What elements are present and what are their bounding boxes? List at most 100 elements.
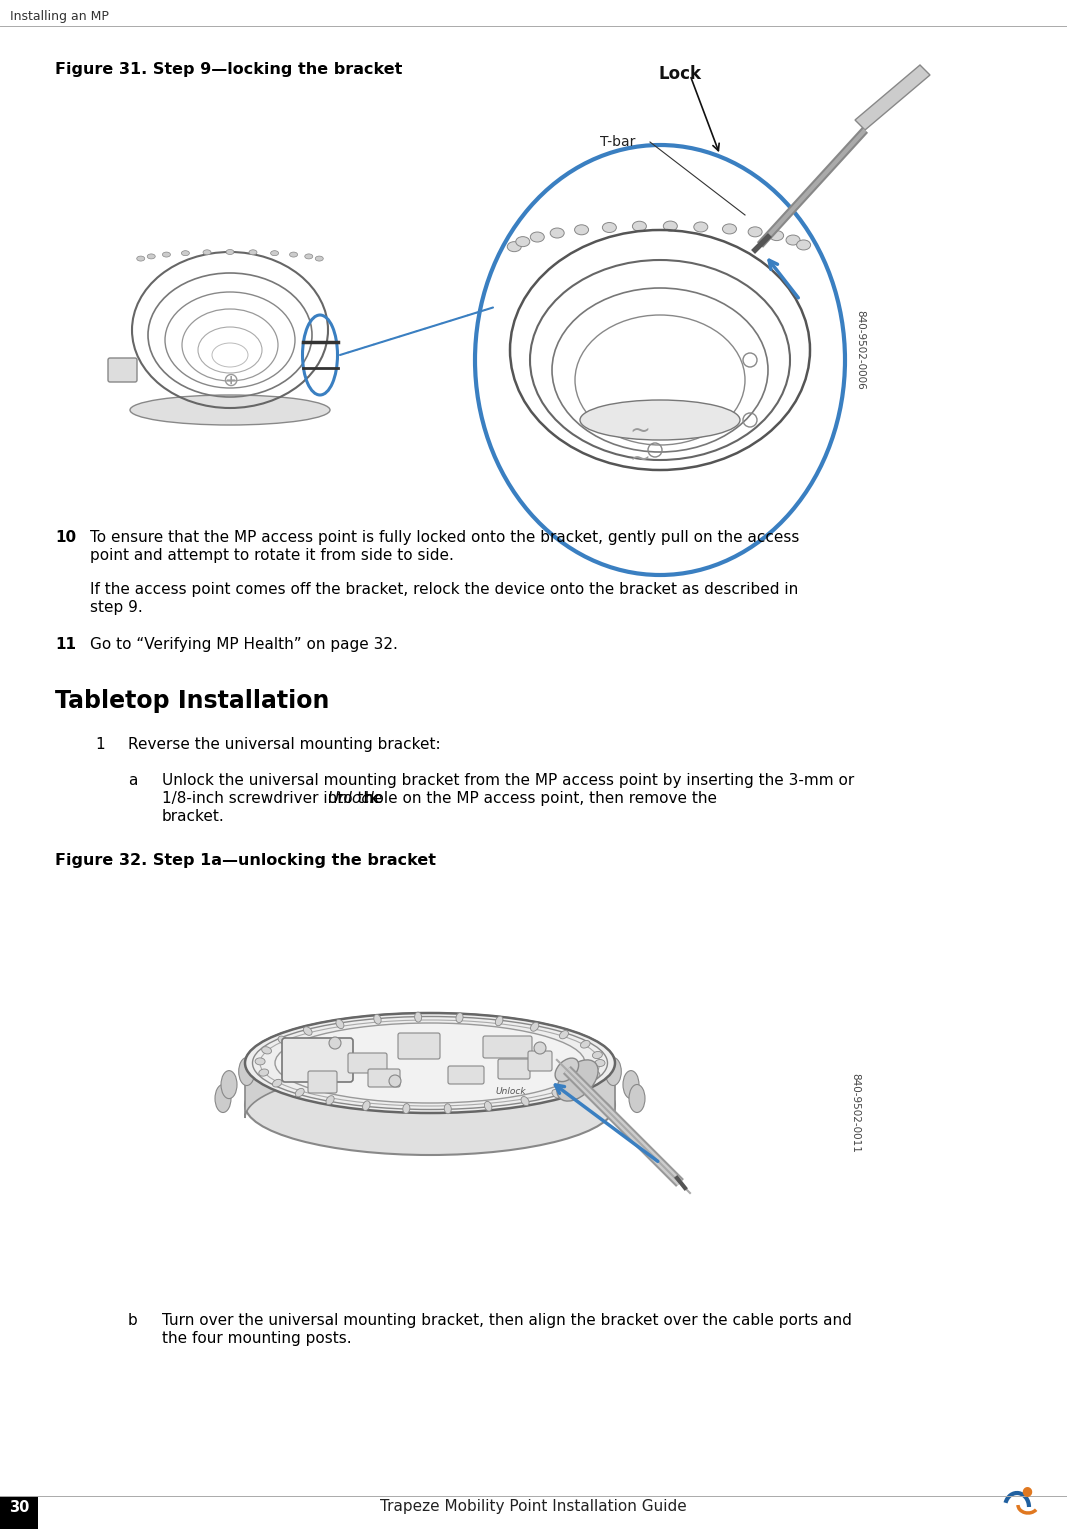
Ellipse shape bbox=[303, 1027, 312, 1035]
Ellipse shape bbox=[397, 1027, 413, 1055]
FancyBboxPatch shape bbox=[368, 1069, 400, 1087]
FancyBboxPatch shape bbox=[348, 1053, 387, 1073]
Ellipse shape bbox=[315, 255, 323, 261]
Ellipse shape bbox=[181, 251, 190, 255]
Ellipse shape bbox=[574, 225, 589, 235]
Text: bracket.: bracket. bbox=[162, 809, 225, 824]
Ellipse shape bbox=[786, 235, 800, 245]
Ellipse shape bbox=[336, 1020, 344, 1029]
Ellipse shape bbox=[748, 226, 762, 237]
Ellipse shape bbox=[540, 1037, 556, 1064]
Ellipse shape bbox=[203, 249, 211, 255]
Text: ●: ● bbox=[1021, 1485, 1033, 1497]
Ellipse shape bbox=[623, 1070, 639, 1099]
Text: b: b bbox=[128, 1313, 138, 1329]
Ellipse shape bbox=[592, 1052, 603, 1058]
Polygon shape bbox=[855, 66, 930, 130]
Circle shape bbox=[534, 1041, 546, 1053]
FancyBboxPatch shape bbox=[108, 358, 137, 382]
Ellipse shape bbox=[239, 1058, 255, 1086]
Ellipse shape bbox=[507, 242, 522, 252]
Text: Unlock the universal mounting bracket from the MP access point by inserting the : Unlock the universal mounting bracket fr… bbox=[162, 774, 855, 787]
Text: Figure 31. Step 9—locking the bracket: Figure 31. Step 9—locking the bracket bbox=[55, 63, 402, 76]
Text: To ensure that the MP access point is fully locked onto the bracket, gently pull: To ensure that the MP access point is fu… bbox=[90, 531, 799, 544]
Text: point and attempt to rotate it from side to side.: point and attempt to rotate it from side… bbox=[90, 547, 453, 563]
Ellipse shape bbox=[147, 254, 155, 258]
Ellipse shape bbox=[595, 1060, 605, 1067]
Ellipse shape bbox=[797, 240, 811, 249]
Text: the four mounting posts.: the four mounting posts. bbox=[162, 1332, 352, 1346]
Ellipse shape bbox=[577, 1046, 593, 1073]
Ellipse shape bbox=[296, 1089, 304, 1096]
Ellipse shape bbox=[605, 1058, 621, 1086]
Text: Installing an MP: Installing an MP bbox=[10, 11, 109, 23]
Ellipse shape bbox=[559, 1031, 569, 1038]
Text: 10: 10 bbox=[55, 531, 76, 544]
Ellipse shape bbox=[221, 1070, 237, 1099]
Ellipse shape bbox=[415, 1012, 421, 1021]
Ellipse shape bbox=[722, 223, 736, 234]
FancyBboxPatch shape bbox=[498, 1060, 530, 1079]
Ellipse shape bbox=[521, 1096, 529, 1105]
Ellipse shape bbox=[495, 1017, 503, 1026]
Text: Unlock: Unlock bbox=[327, 790, 379, 806]
Text: 30: 30 bbox=[9, 1500, 29, 1515]
Ellipse shape bbox=[551, 228, 564, 239]
Ellipse shape bbox=[575, 1081, 585, 1089]
Ellipse shape bbox=[403, 1104, 410, 1113]
Ellipse shape bbox=[249, 249, 257, 255]
Text: ⊕: ⊕ bbox=[222, 370, 238, 390]
Ellipse shape bbox=[349, 1031, 365, 1058]
Ellipse shape bbox=[305, 254, 313, 258]
Text: T-bar: T-bar bbox=[600, 135, 635, 148]
Ellipse shape bbox=[259, 1069, 269, 1076]
Ellipse shape bbox=[590, 1070, 600, 1078]
FancyBboxPatch shape bbox=[483, 1037, 532, 1058]
Text: Trapeze Mobility Point Installation Guide: Trapeze Mobility Point Installation Guid… bbox=[380, 1500, 686, 1515]
Text: hole on the MP access point, then remove the: hole on the MP access point, then remove… bbox=[360, 790, 717, 806]
Ellipse shape bbox=[456, 1012, 463, 1023]
FancyBboxPatch shape bbox=[282, 1038, 353, 1083]
Text: Tabletop Installation: Tabletop Installation bbox=[55, 690, 330, 713]
Text: Go to “Verifying MP Health” on page 32.: Go to “Verifying MP Health” on page 32. bbox=[90, 638, 398, 651]
Ellipse shape bbox=[272, 1079, 282, 1087]
Ellipse shape bbox=[557, 1060, 599, 1101]
Text: 11: 11 bbox=[55, 638, 76, 651]
Text: 840-9502-0011: 840-9502-0011 bbox=[850, 1073, 860, 1153]
Ellipse shape bbox=[214, 1084, 230, 1113]
Ellipse shape bbox=[275, 1023, 585, 1102]
Ellipse shape bbox=[304, 1037, 320, 1064]
Text: Reverse the universal mounting bracket:: Reverse the universal mounting bracket: bbox=[128, 737, 441, 752]
Ellipse shape bbox=[447, 1027, 463, 1055]
Ellipse shape bbox=[603, 223, 617, 232]
Ellipse shape bbox=[530, 1023, 539, 1031]
Ellipse shape bbox=[530, 232, 544, 242]
Ellipse shape bbox=[580, 1041, 590, 1047]
Ellipse shape bbox=[633, 222, 647, 231]
Text: If the access point comes off the bracket, relock the device onto the bracket as: If the access point comes off the bracke… bbox=[90, 583, 798, 596]
Ellipse shape bbox=[245, 1014, 615, 1113]
Ellipse shape bbox=[515, 237, 530, 246]
Ellipse shape bbox=[255, 1058, 265, 1064]
Text: ~
~: ~ ~ bbox=[630, 419, 651, 471]
FancyBboxPatch shape bbox=[308, 1070, 337, 1093]
FancyBboxPatch shape bbox=[528, 1050, 552, 1070]
Text: 1: 1 bbox=[95, 737, 105, 752]
Ellipse shape bbox=[226, 249, 234, 254]
Ellipse shape bbox=[289, 252, 298, 257]
Ellipse shape bbox=[373, 1014, 381, 1024]
Ellipse shape bbox=[580, 401, 740, 440]
Ellipse shape bbox=[278, 1037, 287, 1044]
Text: 1/8-inch screwdriver into the: 1/8-inch screwdriver into the bbox=[162, 790, 387, 806]
Text: Turn over the universal mounting bracket, then align the bracket over the cable : Turn over the universal mounting bracket… bbox=[162, 1313, 851, 1329]
Ellipse shape bbox=[137, 255, 145, 261]
Ellipse shape bbox=[271, 251, 278, 255]
Circle shape bbox=[329, 1037, 341, 1049]
Ellipse shape bbox=[495, 1031, 511, 1058]
Circle shape bbox=[389, 1075, 401, 1087]
Ellipse shape bbox=[363, 1101, 370, 1110]
Ellipse shape bbox=[630, 1084, 644, 1113]
Polygon shape bbox=[245, 1014, 615, 1118]
Ellipse shape bbox=[555, 1058, 578, 1081]
Ellipse shape bbox=[552, 1090, 561, 1098]
